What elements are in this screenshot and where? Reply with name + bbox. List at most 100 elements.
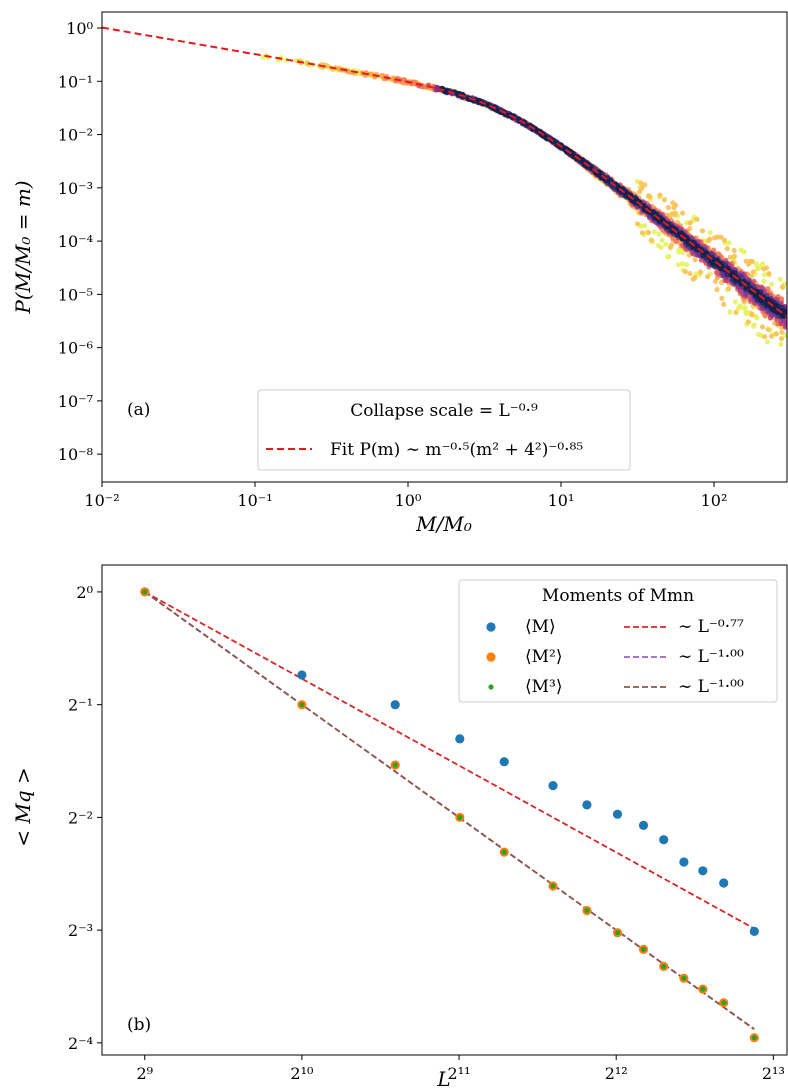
panel-a-point (645, 229, 652, 236)
panel-a-point (761, 272, 768, 278)
panel-a-point (753, 261, 760, 267)
panel-a-point (721, 237, 728, 243)
panel-b-fit-lines (144, 591, 755, 1030)
panel-a-point (687, 220, 693, 226)
panel-b-series-1 (140, 587, 759, 937)
panel-b-x-axis-label: L (436, 1067, 450, 1091)
panel-a-point (646, 193, 652, 199)
panel-b: 2⁹ 2¹⁰ 2¹¹ 2¹² 2¹³ 2⁻⁴ 2⁻³ 2⁻² 2⁻¹ 2⁰ (b) Moment… (11, 564, 788, 1091)
panel-a-point (732, 299, 739, 305)
panel-a-point (634, 221, 641, 227)
panel-a-point (733, 309, 739, 315)
panel-a-legend-box (257, 389, 631, 471)
panel-b-legend-marker (486, 652, 496, 662)
panel-b-point (749, 926, 759, 937)
panel-a: 10⁻² 10⁻¹ 10⁰ 10¹ 10² 10⁻⁸10⁻⁷10⁻⁶10⁻⁵10⁻⁴10… (11, 11, 788, 536)
panel-a-point (678, 230, 684, 236)
panel-b-point (640, 946, 647, 953)
panel-a-point (778, 341, 784, 347)
panel-a-point (719, 295, 725, 301)
panel-a-point (766, 271, 772, 277)
panel-a-point (657, 192, 663, 198)
panel-a-y-tick-label: 10⁻⁷ (58, 392, 93, 411)
panel-a-point (676, 249, 682, 255)
panel-a-point (570, 150, 576, 157)
panel-b-point (584, 907, 590, 914)
panel-a-point (768, 281, 775, 287)
panel-a-series-2 (296, 58, 786, 342)
panel-b-axes-frame (101, 564, 788, 1056)
panel-b-legend: Moments of Mmn ⟨M⟩ ⟨M²⟩ ⟨M³⟩ ∼ L⁻⁰·⁷⁷ ∼ L⁻¹·… (458, 579, 778, 703)
panel-a-legend: Collapse scale = L⁻⁰·⁹ Fit P(m) ∼ m⁻⁰·⁵(… (257, 389, 631, 471)
panel-a-y-tick-label: 10⁻² (58, 126, 93, 145)
panel-a-point (651, 229, 657, 235)
panel-a-point (731, 247, 737, 254)
panel-a-y-tick-label: 10⁰ (66, 19, 93, 38)
panel-a-label: (a) (127, 400, 150, 420)
panel-a-series-5 (416, 82, 787, 328)
panel-a-point (739, 289, 745, 295)
panel-a-point (336, 66, 342, 72)
panel-b-y-ticks: 2⁻⁴ 2⁻³ 2⁻² 2⁻¹ 2⁰ (68, 583, 102, 1053)
panel-a-y-tick-label: 10⁻⁸ (58, 445, 93, 464)
panel-a-series-6 (433, 84, 787, 330)
panel-b-legend-title: Moments of Mmn (542, 586, 694, 606)
panel-a-x-tick-label: 10² (701, 491, 728, 510)
panel-a-x-tick-label: 10⁻² (84, 491, 119, 510)
panel-a-point (779, 284, 786, 290)
panel-a-point (705, 238, 712, 244)
panel-b-point (698, 866, 708, 876)
panel-a-point (623, 192, 629, 198)
panel-a-legend-title: Collapse scale = L⁻⁰·⁹ (350, 401, 538, 421)
panel-a-point (639, 185, 645, 191)
panel-a-point (742, 305, 748, 311)
panel-a-y-tick-label: 10⁻³ (58, 179, 93, 198)
panel-a-point (731, 253, 738, 259)
panel-b-x-tick-label: 2¹¹ (448, 1064, 471, 1083)
panel-b-legend-fit-label: ∼ L⁻¹·⁰⁰ (678, 647, 744, 667)
panel-a-x-axis-label: M/M₀ (415, 512, 472, 536)
panel-a-point (680, 249, 686, 256)
panel-a-point (721, 301, 727, 307)
panel-a-point (779, 329, 785, 335)
panel-b-point (614, 930, 621, 936)
panel-b-legend-fit-label: ∼ L⁻¹·⁰⁰ (678, 677, 744, 697)
panel-a-axes-frame (101, 11, 788, 483)
panel-b-point (548, 781, 558, 791)
panel-a-point (659, 237, 665, 243)
panel-b-point (550, 883, 556, 889)
panel-a-point (673, 238, 679, 245)
panel-b-point (457, 814, 463, 821)
panel-b-legend-series-label: ⟨M²⟩ (525, 647, 563, 667)
panel-a-point (712, 235, 718, 241)
panel-a-point (505, 113, 512, 119)
panel-a-x-tick-label: 10⁰ (395, 491, 422, 510)
panel-a-point (641, 202, 647, 209)
panel-b-point (751, 1035, 757, 1041)
panel-b-legend-fit-label: ∼ L⁻⁰·⁷⁷ (678, 617, 744, 637)
panel-a-point (670, 200, 676, 206)
panel-b-legend-box (458, 579, 778, 703)
panel-a-point (727, 254, 734, 260)
panel-a-point (765, 326, 771, 332)
panel-a-point (698, 269, 704, 275)
panel-a-point (665, 254, 671, 260)
panel-a-point (694, 216, 700, 222)
panel-a-point (765, 286, 771, 292)
panel-a-point (661, 197, 668, 203)
panel-a-fit-line (101, 26, 788, 318)
panel-b-y-tick-label: 2⁻⁴ (68, 1034, 93, 1053)
panel-b-x-ticks: 2⁹ 2¹⁰ 2¹¹ 2¹² 2¹³ (136, 1055, 785, 1083)
panel-a-point (778, 336, 785, 342)
panel-a-x-tick-label: 10¹ (548, 491, 575, 510)
panel-b-point (638, 820, 649, 831)
panel-b-y-tick-label: 2⁰ (76, 583, 93, 602)
panel-a-point (736, 305, 742, 311)
panel-a-legend-fit-label: Fit P(m) ∼ m⁻⁰·⁵(m² + 4²)⁻⁰·⁸⁵ (330, 440, 583, 460)
panel-a-point (762, 334, 768, 340)
panel-a-point (727, 309, 733, 315)
panel-a-point (658, 244, 664, 250)
panel-a-point (779, 296, 785, 302)
panel-a-point (750, 269, 756, 275)
